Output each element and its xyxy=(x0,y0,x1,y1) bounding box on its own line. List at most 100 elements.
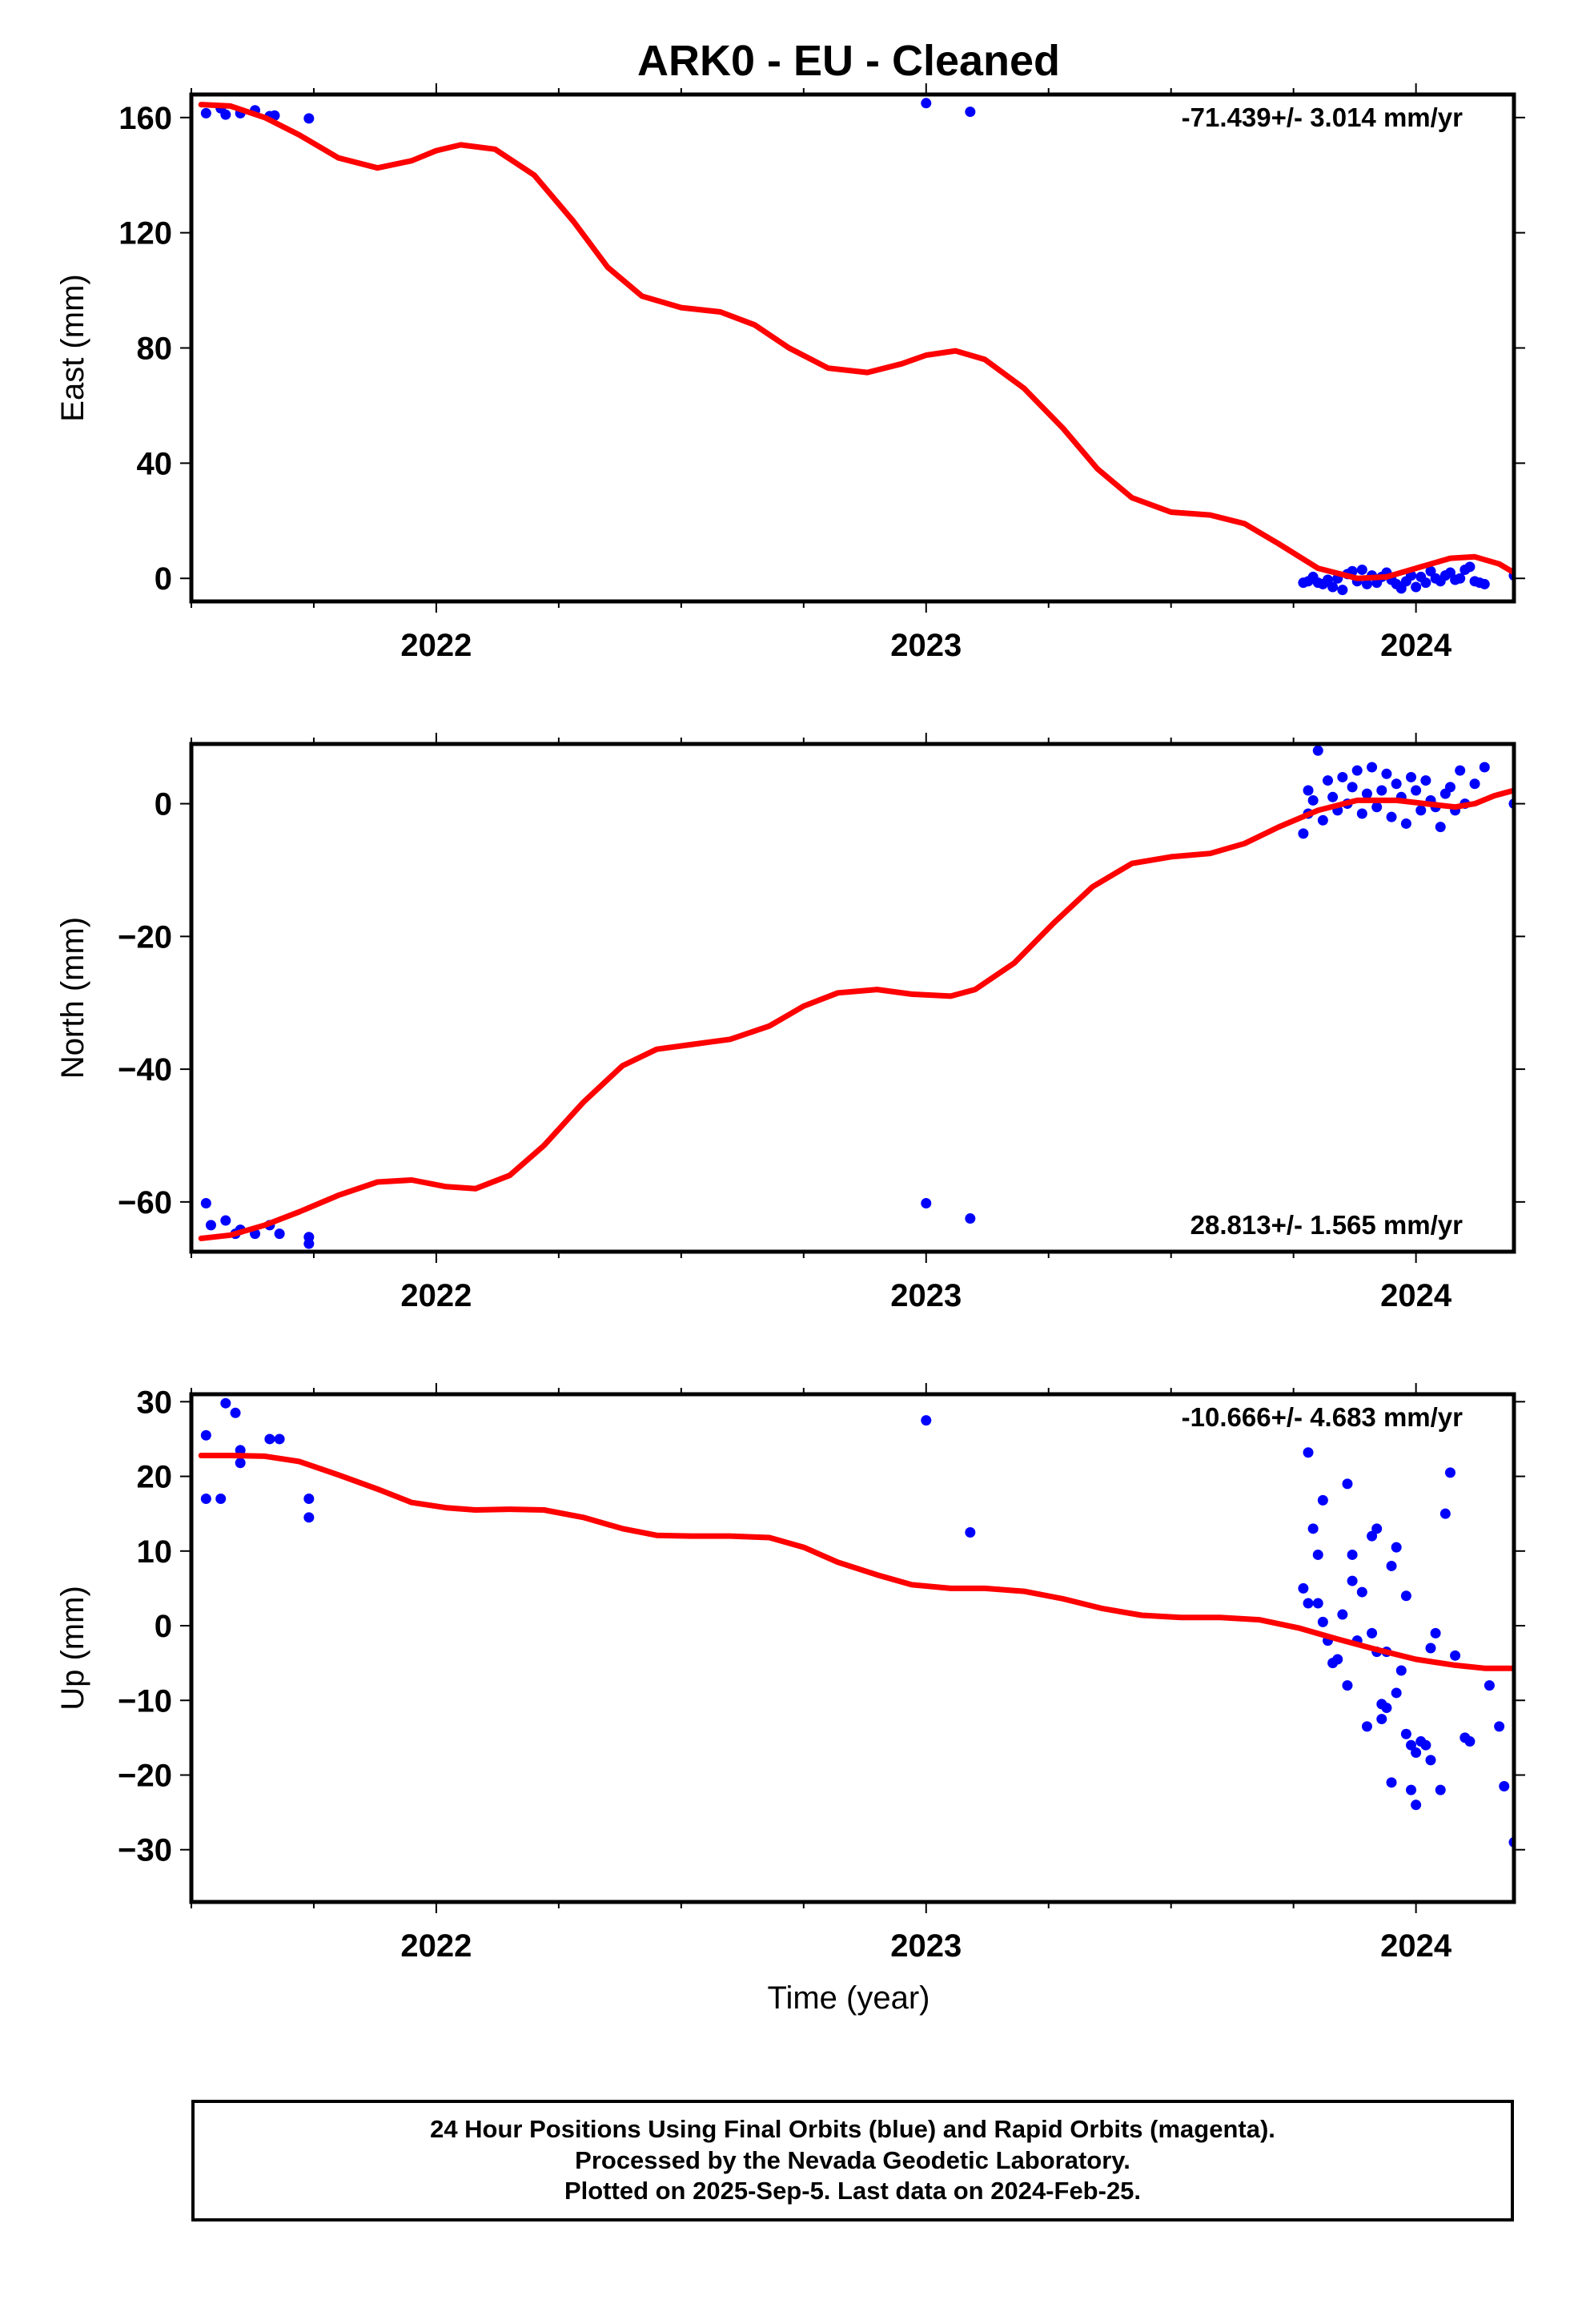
data-point xyxy=(1317,814,1328,826)
data-point xyxy=(1322,775,1333,786)
data-point xyxy=(1332,1654,1343,1665)
data-point xyxy=(1548,1799,1558,1810)
panel-frame xyxy=(189,742,1516,1254)
data-point xyxy=(1347,782,1358,793)
data-point xyxy=(274,1228,285,1240)
data-point xyxy=(274,1433,285,1445)
data-point xyxy=(1303,785,1314,796)
data-point xyxy=(1337,771,1348,782)
data-point xyxy=(965,1213,976,1224)
data-point xyxy=(965,107,976,118)
data-point xyxy=(1376,1714,1387,1725)
y-tick-label: −20 xyxy=(118,1759,172,1794)
data-point xyxy=(921,98,932,109)
data-point xyxy=(1411,1799,1422,1811)
data-point xyxy=(1400,1728,1411,1739)
data-point xyxy=(1361,578,1372,589)
figure-title: ARK0 - EU - Cleaned xyxy=(637,37,1060,85)
y-tick-label: 80 xyxy=(137,332,173,367)
x-tick-label: 2022 xyxy=(400,1278,472,1313)
data-point xyxy=(1303,1447,1314,1458)
data-point xyxy=(1479,762,1490,773)
data-point xyxy=(1347,1575,1358,1586)
data-point xyxy=(1342,1680,1353,1691)
data-point xyxy=(1307,1523,1319,1534)
data-point xyxy=(1317,1616,1328,1627)
data-point xyxy=(1391,1542,1402,1553)
velocity-annotation: 28.813+/- 1.565 mm/yr xyxy=(1191,1210,1463,1240)
data-point xyxy=(215,1494,227,1505)
y-tick-label: 10 xyxy=(137,1534,173,1570)
data-point xyxy=(1528,592,1539,602)
y-tick-label: 120 xyxy=(118,216,172,251)
data-point xyxy=(1386,1560,1397,1571)
footer-line-1: 24 Hour Positions Using Final Orbits (bl… xyxy=(430,2115,1275,2144)
panel-frame xyxy=(189,92,1516,604)
data-point xyxy=(1464,561,1476,573)
data-point xyxy=(1356,808,1367,819)
y-tick-label: 0 xyxy=(155,1609,172,1644)
x-tick-label: 2024 xyxy=(1380,1278,1452,1313)
velocity-annotation: -71.439+/- 3.014 mm/yr xyxy=(1182,103,1463,132)
data-point xyxy=(1400,1590,1411,1602)
data-point xyxy=(1479,578,1490,589)
data-point xyxy=(303,1512,315,1523)
y-tick-label: 160 xyxy=(118,101,172,136)
model-fit-line xyxy=(198,787,1514,1241)
y-tick-label: −30 xyxy=(118,1833,172,1868)
data-point xyxy=(1298,828,1309,839)
data-point xyxy=(1395,1665,1407,1676)
data-point xyxy=(965,1526,976,1538)
data-point xyxy=(1420,577,1431,589)
data-point xyxy=(1337,585,1348,596)
data-point xyxy=(1435,1784,1446,1795)
y-axis-label: Up (mm) xyxy=(55,1586,90,1711)
data-point xyxy=(1420,775,1431,786)
y-tick-label: −10 xyxy=(118,1683,172,1719)
data-point xyxy=(1425,1755,1436,1766)
data-point xyxy=(235,1458,246,1469)
data-point xyxy=(1367,762,1378,773)
data-point xyxy=(205,1220,216,1231)
data-point xyxy=(1533,762,1544,773)
data-point xyxy=(1494,1721,1505,1732)
x-tick-label: 2024 xyxy=(1380,1928,1452,1964)
data-point xyxy=(1519,805,1529,815)
data-point xyxy=(1411,581,1422,593)
data-point xyxy=(264,1433,275,1445)
data-point xyxy=(1444,1467,1456,1478)
panel-frame xyxy=(189,1392,1516,1904)
y-tick-label: −20 xyxy=(118,919,172,955)
data-point xyxy=(1342,1478,1353,1490)
plot-area xyxy=(198,745,1544,1249)
data-point xyxy=(200,1494,211,1505)
data-point xyxy=(1411,1747,1422,1759)
data-point xyxy=(921,1415,932,1426)
x-tick-label: 2022 xyxy=(400,1928,472,1964)
data-point xyxy=(1420,1739,1431,1751)
data-point xyxy=(1356,1586,1367,1598)
data-point xyxy=(235,1445,246,1456)
plot-area xyxy=(198,1397,1558,1848)
data-point xyxy=(1425,1642,1436,1654)
x-tick-label: 2024 xyxy=(1380,628,1452,663)
data-point xyxy=(1455,573,1466,584)
data-point xyxy=(1411,785,1422,796)
data-point xyxy=(1400,818,1411,829)
footer-box: 24 Hour Positions Using Final Orbits (bl… xyxy=(191,2100,1514,2221)
y-axis-label: East (mm) xyxy=(55,274,90,421)
data-point xyxy=(1415,805,1427,816)
data-point xyxy=(1406,771,1417,782)
plot-area xyxy=(198,98,1539,602)
data-point xyxy=(921,1198,932,1209)
data-point xyxy=(1361,1721,1372,1732)
y-tick-label: −40 xyxy=(118,1052,172,1088)
x-tick-label: 2022 xyxy=(400,628,472,663)
data-point xyxy=(220,109,231,120)
data-point xyxy=(1303,1598,1314,1609)
data-point xyxy=(1450,1650,1461,1661)
data-point xyxy=(1371,1523,1383,1534)
data-point xyxy=(1430,1627,1441,1638)
data-point xyxy=(1499,1780,1510,1791)
